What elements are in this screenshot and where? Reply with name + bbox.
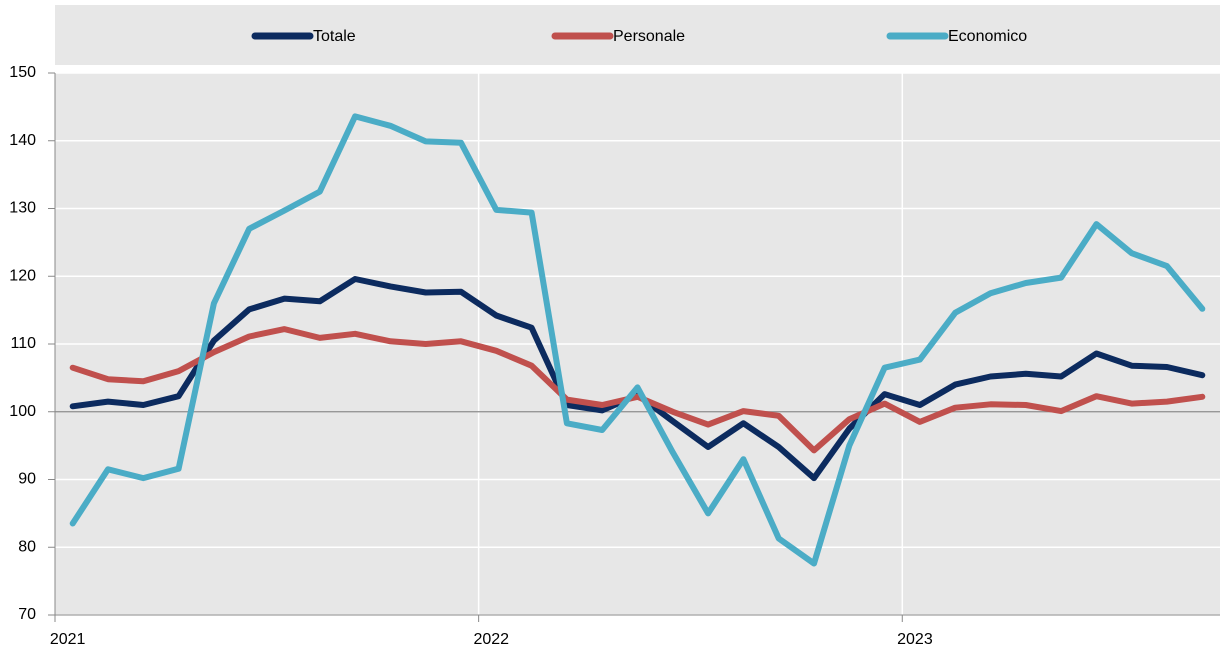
y-tick-label: 130 [9,200,36,217]
y-tick-label: 110 [10,335,36,352]
x-tick-label: 2023 [897,631,933,648]
series-line [69,113,1206,567]
y-tick-label: 90 [18,471,36,488]
y-tick-label: 100 [9,403,36,420]
legend-label: Economico [948,28,1027,45]
legend-label: Personale [613,28,685,45]
y-tick-label: 80 [18,538,36,555]
legend-label: Totale [313,28,356,45]
y-tick-label: 120 [9,267,36,284]
y-tick-label: 140 [9,132,36,149]
y-tick-label: 70 [18,606,36,623]
x-tick-label: 2022 [473,631,509,648]
x-tick-label: 2021 [50,631,86,648]
legend-background [55,5,1220,65]
series-line [69,326,1206,454]
y-tick-label: 150 [9,64,36,81]
